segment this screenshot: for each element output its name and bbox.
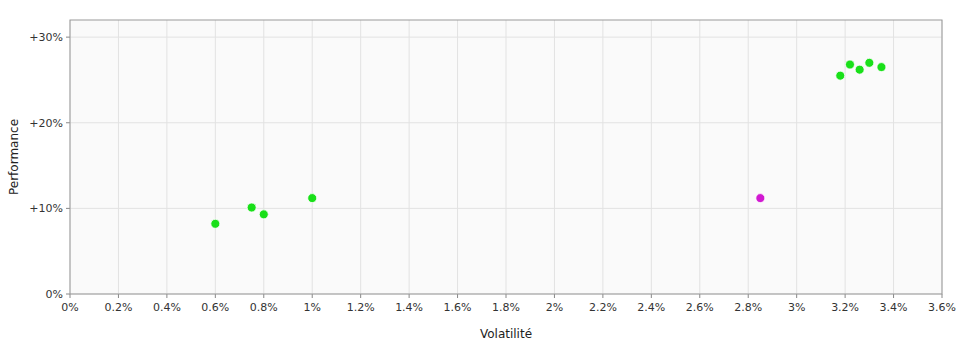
y-tick-label: +30%	[29, 31, 63, 44]
series	[756, 194, 765, 203]
grid-line-x	[360, 20, 361, 294]
point	[836, 71, 845, 80]
tick-mark-x	[699, 294, 700, 298]
grid-line-x	[457, 20, 458, 294]
x-tick-label: 2.2%	[589, 301, 617, 314]
x-tick-label: 2.4%	[637, 301, 665, 314]
x-tick-label: 3.4%	[880, 301, 908, 314]
x-tick-label: 1%	[303, 301, 320, 314]
tick-mark-x	[70, 294, 71, 298]
tick-mark-x	[893, 294, 894, 298]
x-axis-label: Volatilité	[480, 327, 532, 341]
plot-frame	[70, 20, 942, 294]
x-tick-label: 0.8%	[250, 301, 278, 314]
tick-mark-x	[602, 294, 603, 298]
point	[308, 194, 317, 203]
tick-mark-x	[166, 294, 167, 298]
grid-line-x	[699, 20, 700, 294]
chart: 0% 0.2% 0.4% 0.6% 0.8% 1% 1.2% 1.4% 1.6% 1.8% 2% 2.…	[0, 0, 966, 350]
point	[845, 60, 854, 69]
grid-line-x	[506, 20, 507, 294]
x-tick-label: 0.2%	[104, 301, 132, 314]
grid-line-y	[70, 208, 942, 209]
tick-mark-x	[360, 294, 361, 298]
plot-area	[70, 20, 942, 294]
grid-line-x	[409, 20, 410, 294]
tick-mark-x	[215, 294, 216, 298]
point	[865, 58, 874, 67]
x-tick-label: 1.4%	[395, 301, 423, 314]
x-tick-label: 1.6%	[444, 301, 472, 314]
grid-line-x	[651, 20, 652, 294]
point	[259, 210, 268, 219]
grid	[70, 20, 942, 294]
y-tick-label: 0%	[46, 288, 63, 301]
tick-mark-x	[796, 294, 797, 298]
tick-mark-y	[66, 37, 70, 38]
y-axis-label: Performance	[7, 119, 21, 195]
tick-mark-x	[118, 294, 119, 298]
grid-line-x	[312, 20, 313, 294]
x-tick-label: 1.2%	[347, 301, 375, 314]
chart-container: 0% 0.2% 0.4% 0.6% 0.8% 1% 1.2% 1.4% 1.6% 1.8% 2% 2.…	[0, 0, 966, 350]
tick-mark-x	[506, 294, 507, 298]
x-tick-label: 3.6%	[928, 301, 956, 314]
grid-line-x	[748, 20, 749, 294]
point	[211, 219, 220, 228]
x-tick-label: 0%	[61, 301, 78, 314]
grid-line-x	[166, 20, 167, 294]
x-tick-label: 3.2%	[831, 301, 859, 314]
x-tick-label: 2%	[546, 301, 563, 314]
grid-line-y	[70, 37, 942, 38]
tick-mark-x	[409, 294, 410, 298]
tick-mark-x	[312, 294, 313, 298]
grid-line-x	[263, 20, 264, 294]
tick-mark-y	[66, 122, 70, 123]
series	[211, 58, 886, 228]
x-tick-label: 1.8%	[492, 301, 520, 314]
grid-line-x	[215, 20, 216, 294]
tick-labels: 0% 0.2% 0.4% 0.6% 0.8% 1% 1.2% 1.4% 1.6% 1.8% 2% 2.…	[29, 31, 956, 314]
tick-mark-x	[554, 294, 555, 298]
tick-mark-y	[66, 208, 70, 209]
x-tick-label: 0.4%	[153, 301, 181, 314]
x-tick-label: 3%	[788, 301, 805, 314]
x-tick-label: 2.6%	[686, 301, 714, 314]
grid-line-x	[118, 20, 119, 294]
point	[855, 65, 864, 74]
grid-line-x	[845, 20, 846, 294]
grid-line-x	[602, 20, 603, 294]
tick-mark-x	[457, 294, 458, 298]
y-tick-label: +20%	[29, 117, 63, 130]
grid-line-x	[893, 20, 894, 294]
tick-mark-x	[263, 294, 264, 298]
point	[877, 63, 886, 72]
x-tick-label: 2.8%	[734, 301, 762, 314]
grid-line-x	[796, 20, 797, 294]
point	[756, 194, 765, 203]
tick-mark-x	[748, 294, 749, 298]
tick-mark-x	[942, 294, 943, 298]
data-points	[211, 58, 886, 228]
grid-line-x	[554, 20, 555, 294]
x-tick-label: 0.6%	[201, 301, 229, 314]
tick-mark-x	[651, 294, 652, 298]
y-tick-label: +10%	[29, 202, 63, 215]
point	[247, 203, 256, 212]
grid-line-y	[70, 122, 942, 123]
tick-mark-x	[845, 294, 846, 298]
tick-mark-y	[66, 294, 70, 295]
